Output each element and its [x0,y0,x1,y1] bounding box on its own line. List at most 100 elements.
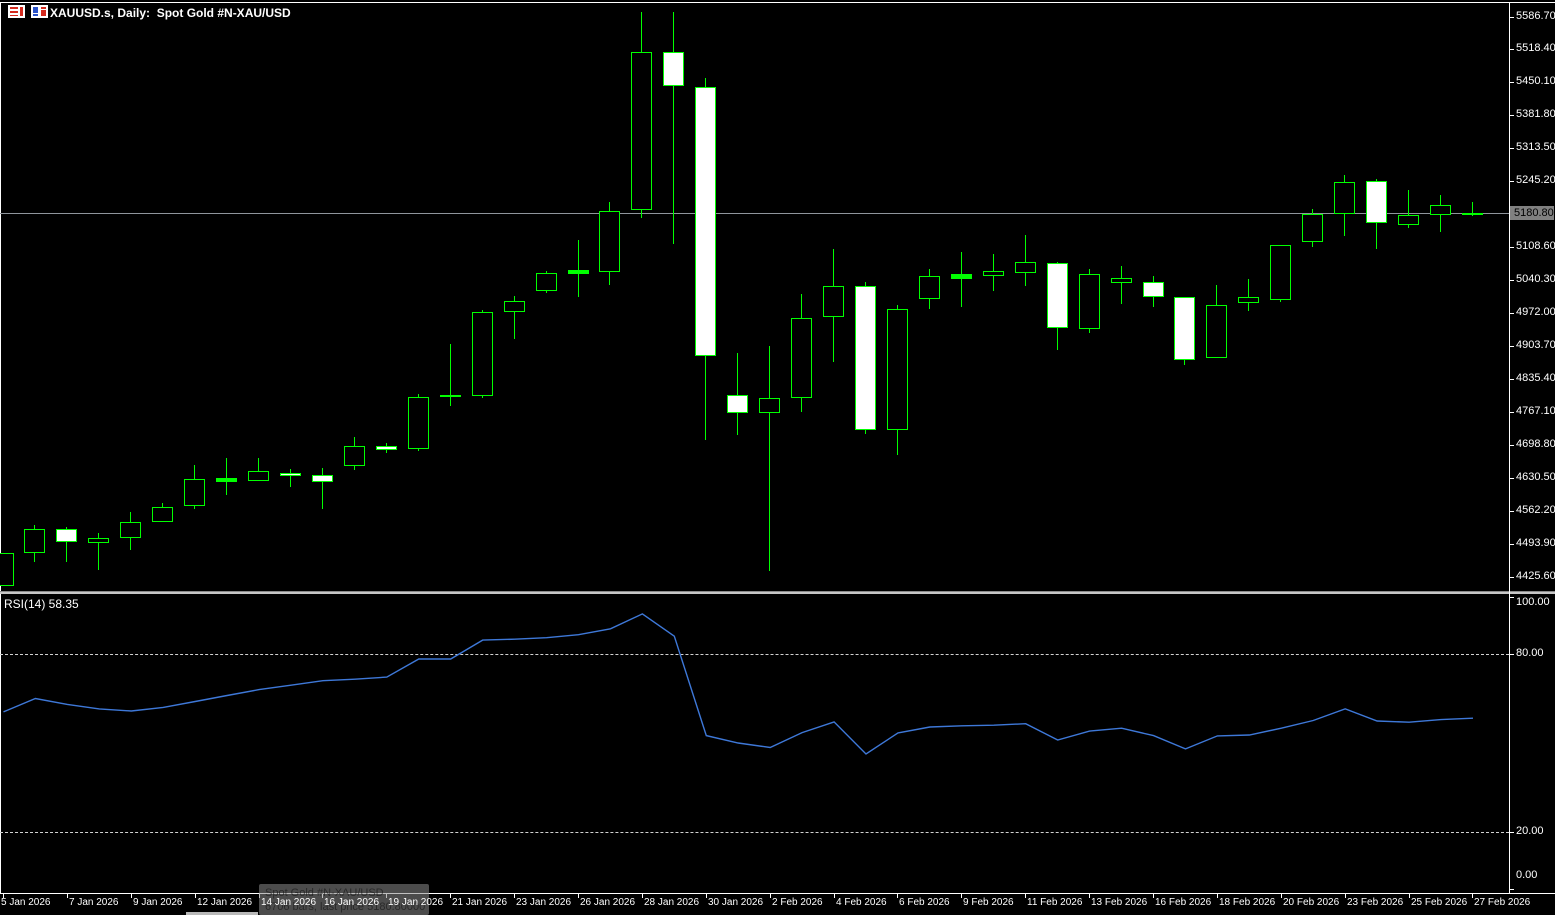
price-tick-label: 4493.90 [1516,537,1555,549]
price-tick [1509,115,1514,116]
price-tick [1509,148,1514,149]
price-tick [1509,247,1514,248]
bear-candle-body [376,446,397,450]
price-tick-label: 5040.30 [1516,273,1555,285]
candle-wick [1025,235,1026,286]
bull-candle-body [1238,297,1259,303]
time-tick-label: 27 Feb 2026 [1474,897,1531,908]
rsi-level-line [0,832,1509,833]
bull-candle-body [1398,215,1419,225]
bull-candle-body [1270,245,1291,300]
time-tick-label: 23 Feb 2026 [1347,897,1404,908]
time-tick [3,894,4,898]
price-tick-label: 4425.60 [1516,570,1555,582]
rsi-tick [1509,832,1514,833]
bull-candle-body [344,446,365,466]
price-tick [1509,346,1514,347]
price-tick-label: 5245.20 [1516,174,1555,186]
time-tick [131,894,132,898]
price-tick-label: 4562.20 [1516,504,1555,516]
time-tick-label: 21 Jan 2026 [452,897,508,908]
quotes-list-icon-stripes [10,7,18,16]
price-tick [1509,511,1514,512]
time-tick [1472,894,1473,898]
time-tick-label: 11 Feb 2026 [1027,897,1083,908]
chart-title: XAUUSD.s, Daily: Spot Gold #N-XAU/USD [50,6,291,20]
time-tick-label: 25 Feb 2026 [1411,897,1468,908]
bull-candle-body [504,301,525,312]
bull-candle-body [184,479,205,506]
price-tick [1509,49,1514,50]
bear-candle-body [56,529,77,542]
rsi-tick [1509,597,1514,598]
current-price-line [0,213,1509,214]
bear-candle-body [312,475,333,482]
rsi-line [3,613,1474,755]
bull-candle-body [248,471,269,481]
bear-candle-body [1174,297,1195,360]
price-tick-label: 4903.70 [1516,339,1555,351]
candle-wick [226,458,227,495]
price-tick [1509,313,1514,314]
tooltip-symbol-line: Spot Gold #N-XAU/USD [265,887,384,899]
price-tick-label: 4972.00 [1516,306,1555,318]
bear-candle-body [663,52,684,86]
bear-candle-body [1143,282,1164,297]
rsi-level-label: 80.00 [1516,647,1544,659]
bull-candle-body [120,522,141,538]
bull-candle-body [1334,182,1355,214]
bull-candle-body [1079,274,1100,329]
bear-candle-body [1047,263,1068,328]
time-tick-label: 28 Jan 2026 [644,897,700,908]
pane-top-border [0,2,1555,3]
candle-wick [66,527,67,562]
time-tick-label: 5 Jan 2026 [1,897,51,908]
time-tick-label: 2 Feb 2026 [772,897,823,908]
bull-candle-body [759,398,780,413]
chart-file-icon-red [41,10,46,16]
time-tick [1409,894,1410,898]
time-tick [642,894,643,898]
time-tick [1345,894,1346,898]
time-tick [67,894,68,898]
time-tick [514,894,515,898]
rsi-tick [1509,889,1514,890]
candle-wick [1472,202,1473,216]
chart-file-icon [31,5,48,18]
bull-candle-body [152,507,173,522]
time-tick [706,894,707,898]
time-tick-label: 4 Feb 2026 [836,897,887,908]
bull-candle-body [24,529,45,553]
candle-wick [1408,190,1409,228]
price-tick-label: 4767.10 [1516,405,1555,417]
symbol-tooltip: Spot Gold #N-XAU/USD 6706 bars, last pri… [259,884,429,915]
time-tick-label: 16 Jan 2026 [324,897,380,908]
candle-wick [1248,279,1249,311]
current-price-badge: 5180.80 [1510,206,1554,220]
candle-wick [578,240,579,297]
candles-layer [0,3,1509,591]
time-tick [195,894,196,898]
candle-wick [769,346,770,571]
time-tick [1025,894,1026,898]
bull-candle-body [440,395,461,397]
tooltip-bars-line: 6706 bars, last price 5180.80000 [265,901,426,913]
rsi-level-line [0,654,1509,655]
bull-candle-body [536,273,557,291]
quotes-list-icon [8,5,25,18]
bull-candle-body [887,309,908,430]
candle-wick [1121,266,1122,304]
bear-candle-body [727,395,748,413]
pane-separator[interactable] [0,591,1555,594]
h-scrollbar-thumb[interactable] [186,912,258,915]
bull-candle-body [919,276,940,299]
time-tick [1281,894,1282,898]
bull-candle-body [791,318,812,398]
bull-candle-body [951,274,972,279]
time-tick [578,894,579,898]
price-chart-pane[interactable] [0,3,1509,591]
bull-candle-body [599,211,620,272]
time-tick [1153,894,1154,898]
price-tick-label: 5586.70 [1516,10,1555,22]
price-tick-label: 5381.80 [1516,108,1555,120]
